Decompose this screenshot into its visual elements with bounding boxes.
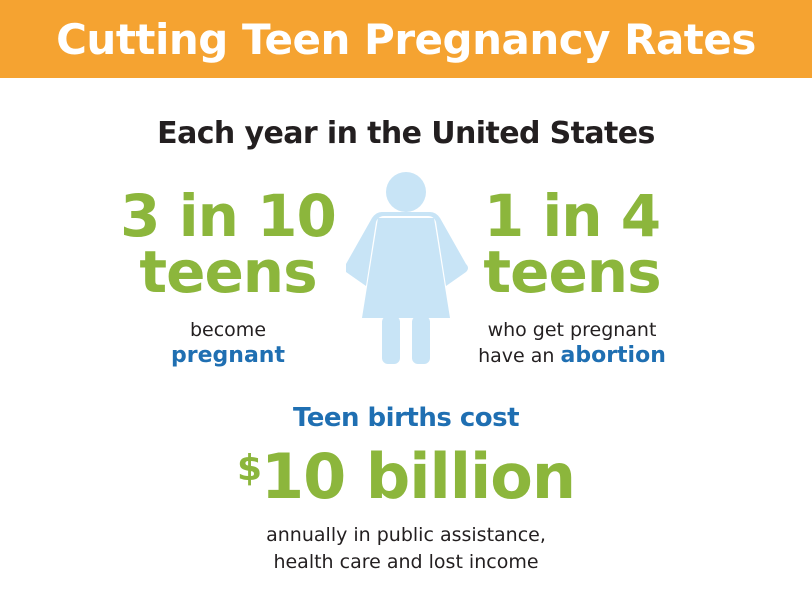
figure-left-leg	[382, 316, 400, 364]
left-stat-highlight: pregnant	[171, 343, 285, 368]
figure-head	[386, 172, 426, 212]
cost-amount-value: 10 billion	[261, 440, 576, 513]
right-stat-headline-line1: 1 in 4	[483, 182, 661, 250]
left-stat-detail-line2: pregnant	[118, 343, 338, 369]
page-title: Cutting Teen Pregnancy Rates	[56, 14, 756, 64]
title-banner: Cutting Teen Pregnancy Rates	[0, 0, 812, 78]
cost-note-line1: annually in public assistance,	[266, 524, 546, 546]
female-person-icon	[346, 172, 468, 364]
subtitle: Each year in the United States	[157, 116, 655, 151]
figure-right-leg	[412, 316, 430, 364]
left-stat-headline-line1: 3 in 10	[120, 182, 337, 250]
right-stat-detail-prefix: have an	[478, 345, 561, 367]
cost-section: Teen births cost $10 billion annually in…	[0, 402, 812, 576]
cost-amount: $10 billion	[0, 436, 812, 510]
figure-skirt	[362, 218, 450, 318]
right-stat-detail-line1: who get pregnant	[487, 319, 657, 341]
currency-symbol: $	[236, 448, 262, 489]
figure-dress	[346, 212, 468, 286]
left-stat: 3 in 10 teens become pregnant	[118, 182, 338, 369]
cost-note-line2: health care and lost income	[273, 551, 539, 573]
cost-label: Teen births cost	[292, 403, 520, 433]
right-stat: 1 in 4 teens who get pregnant have an ab…	[472, 182, 672, 369]
left-stat-headline-line2: teens	[139, 238, 317, 306]
right-stat-detail-line2: have an abortion	[472, 343, 672, 369]
right-stat-headline-line2: teens	[483, 238, 661, 306]
right-stat-highlight: abortion	[560, 343, 666, 368]
left-stat-detail-line1: become	[189, 319, 267, 341]
